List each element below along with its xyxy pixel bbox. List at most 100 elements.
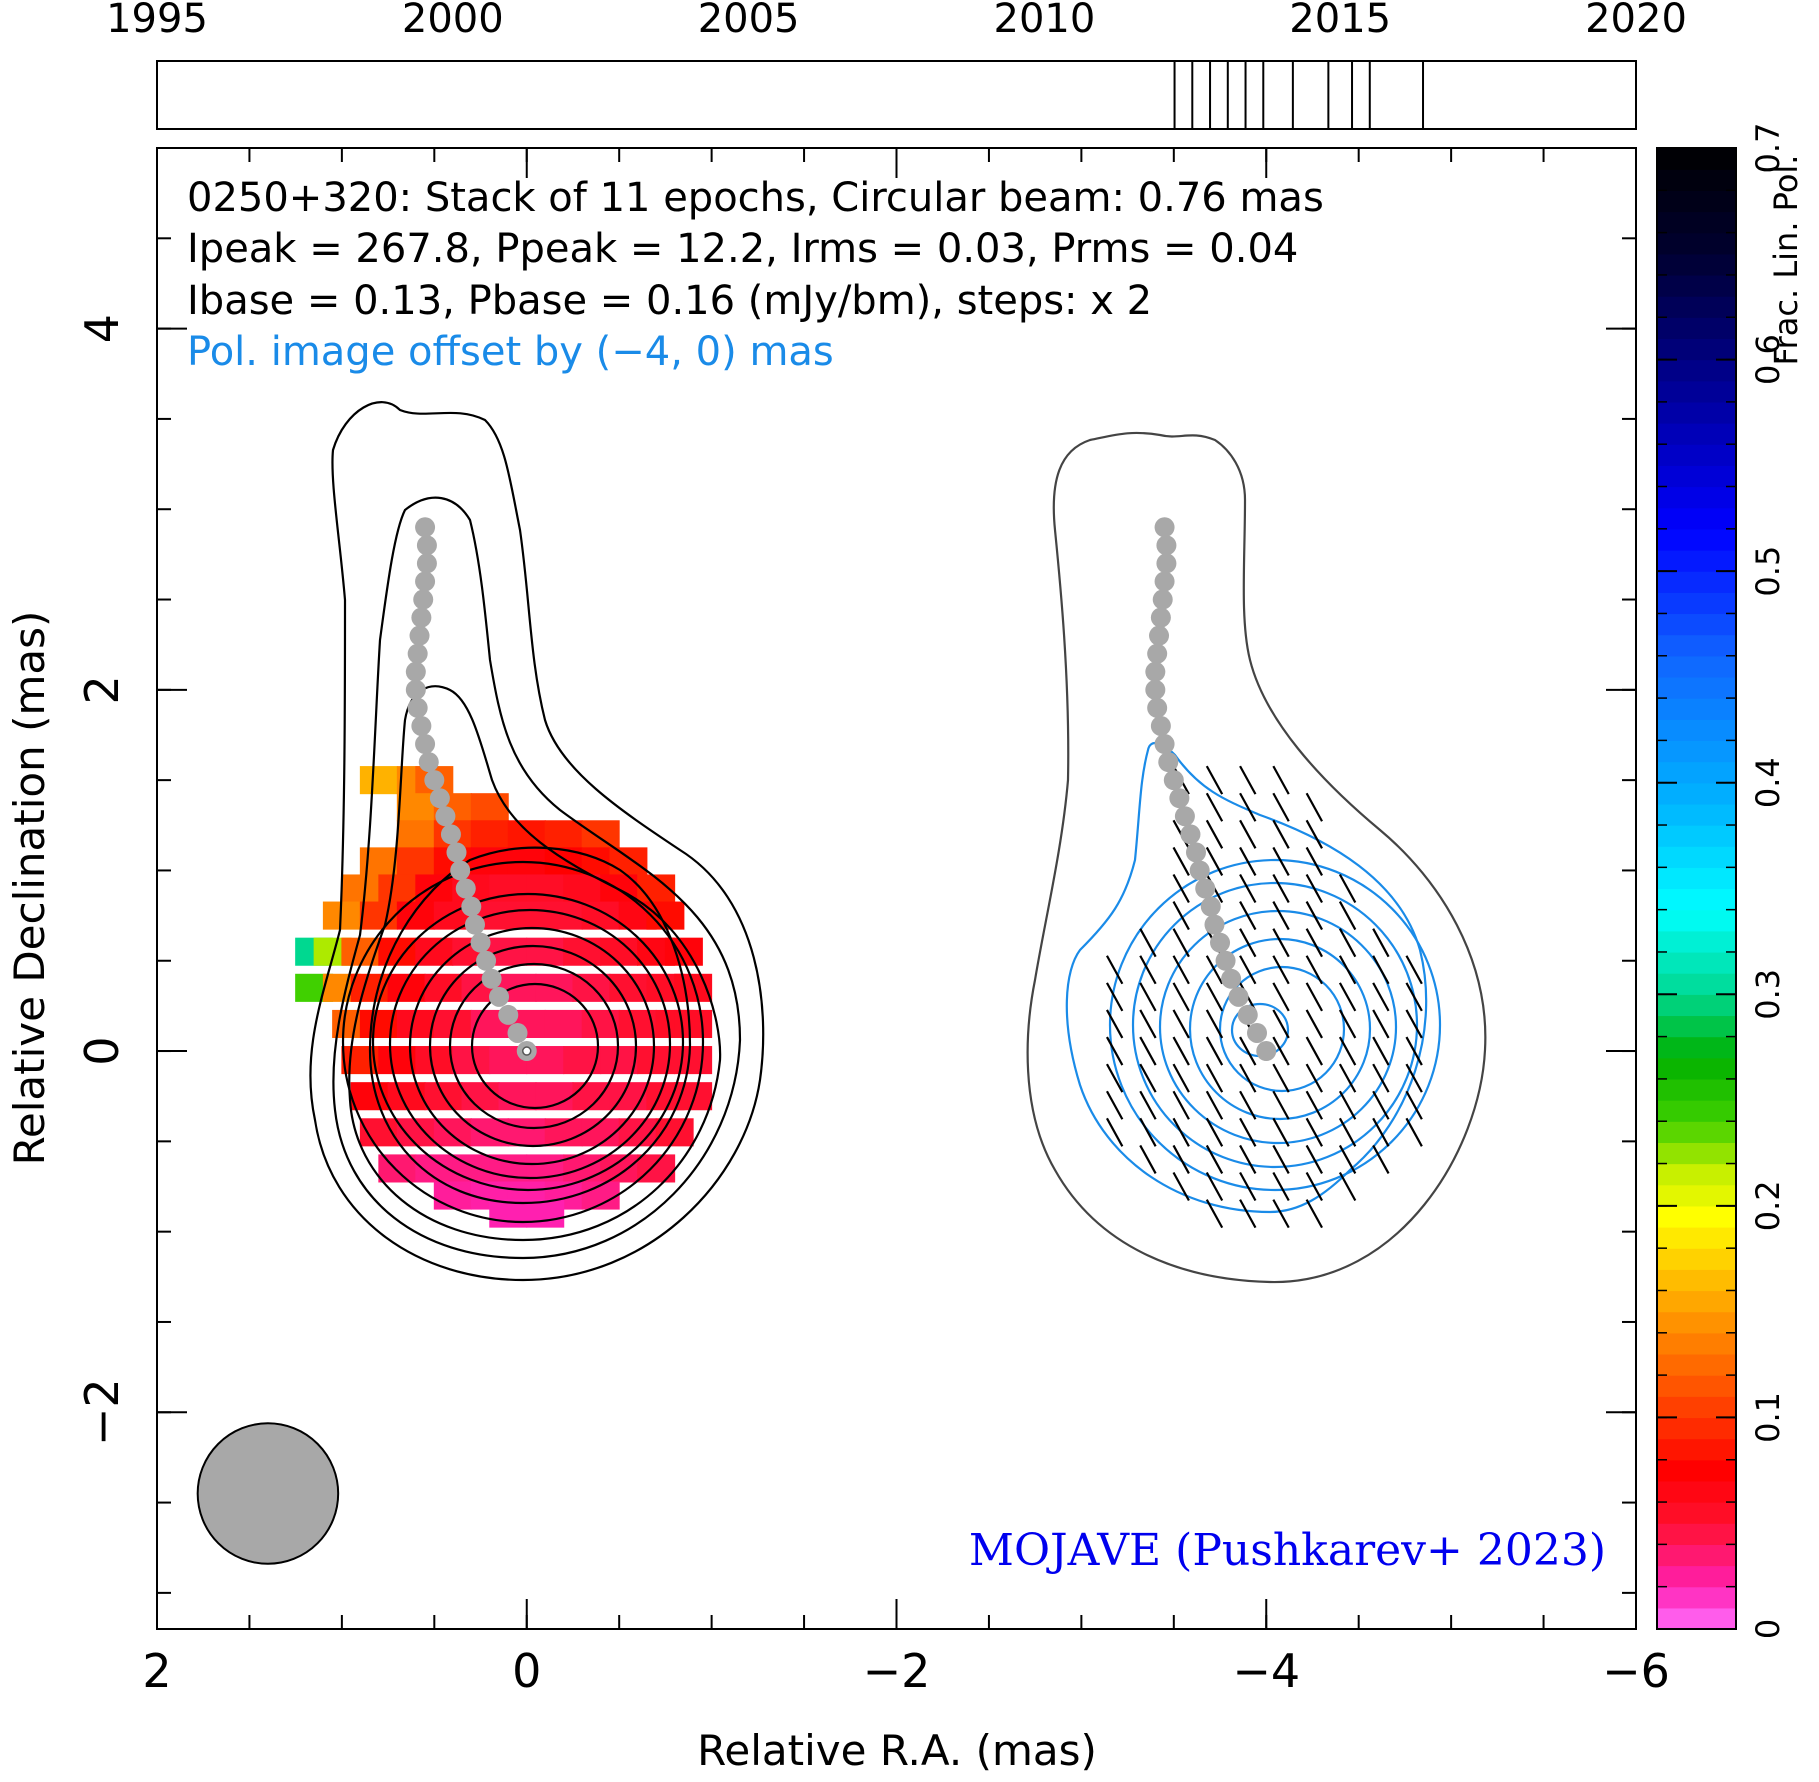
intensity-contour-8 bbox=[408, 926, 656, 1166]
ridge-point bbox=[418, 752, 439, 773]
evpa-tick bbox=[1272, 1090, 1290, 1120]
ridge-point bbox=[1185, 842, 1206, 863]
intensity-contour-2 bbox=[332, 496, 742, 1260]
axis-ticks bbox=[156, 147, 1637, 1629]
evpa-tick bbox=[1405, 982, 1423, 1012]
colorbar-band bbox=[1657, 676, 1736, 699]
colorbar-band bbox=[1657, 740, 1736, 763]
colorbar-band bbox=[1657, 888, 1736, 911]
ridge-line-left bbox=[405, 517, 537, 1062]
evpa-tick bbox=[1305, 846, 1323, 876]
fpol-pixel bbox=[600, 1154, 639, 1183]
ridge-point bbox=[1150, 715, 1171, 736]
map-panel: 0250+320: Stack of 11 epochs, Circular b… bbox=[156, 147, 1637, 1630]
colorbar-band bbox=[1657, 973, 1736, 995]
evpa-tick bbox=[1139, 1144, 1157, 1174]
timeline-tick-labels: 1995 2000 2005 2010 2015 2020 bbox=[106, 0, 1687, 42]
evpa-tick bbox=[1139, 955, 1157, 985]
fpol-pixel bbox=[378, 874, 417, 903]
colorbar-band bbox=[1657, 592, 1736, 615]
fpol-pixel bbox=[359, 901, 398, 930]
colorbar-label: Frac. Lin. Pol. bbox=[1767, 155, 1805, 366]
evpa-tick bbox=[1205, 1117, 1224, 1147]
evpa-tick bbox=[1372, 1036, 1390, 1066]
evpa-tick bbox=[1105, 982, 1124, 1012]
evpa-tick bbox=[1305, 1063, 1323, 1093]
evpa-tick bbox=[1372, 955, 1390, 985]
colorbar-band bbox=[1657, 169, 1736, 191]
evpa-tick bbox=[1338, 982, 1357, 1012]
evpa-tick bbox=[1272, 846, 1290, 876]
header-line-2: Ipeak = 267.8, Ppeak = 12.2, Irms = 0.03… bbox=[187, 226, 1298, 272]
colorbar-band bbox=[1657, 1417, 1736, 1440]
evpa-tick bbox=[1338, 1171, 1357, 1202]
colorbar-band bbox=[1657, 1544, 1736, 1567]
evpa-tick bbox=[1205, 955, 1224, 985]
ridge-point bbox=[416, 553, 437, 574]
evpa-tick bbox=[1305, 955, 1323, 985]
evpa-tick bbox=[1239, 846, 1257, 876]
ridge-point bbox=[1169, 788, 1190, 809]
evpa-tick bbox=[1405, 955, 1423, 985]
evpa-tick bbox=[1239, 1117, 1257, 1147]
evpa-tick bbox=[1139, 1117, 1157, 1147]
ridge-point bbox=[413, 589, 434, 610]
timeline-tick-label: 2015 bbox=[1289, 0, 1391, 42]
fpol-pixel bbox=[526, 874, 565, 903]
colorbar-band bbox=[1657, 148, 1736, 170]
evpa-tick bbox=[1372, 928, 1390, 958]
evpa-tick bbox=[1205, 765, 1224, 795]
colorbar-tick-label: 0.5 bbox=[1749, 546, 1787, 597]
evpa-tick bbox=[1239, 819, 1257, 849]
beam-ellipse bbox=[196, 1422, 340, 1565]
colorbar-band bbox=[1657, 867, 1736, 890]
fpol-pixel bbox=[507, 820, 546, 849]
intensity-contour-11 bbox=[470, 982, 600, 1110]
evpa-tick bbox=[1405, 1063, 1423, 1093]
evpa-tick bbox=[1305, 1144, 1323, 1174]
evpa-tick bbox=[1272, 1009, 1290, 1039]
intensity-contour-7 bbox=[388, 908, 672, 1180]
ridge-point bbox=[407, 697, 428, 718]
colorbar-band bbox=[1657, 1332, 1736, 1355]
fpol-pixel bbox=[544, 901, 583, 930]
colorbar-tick-label: 0.7 bbox=[1749, 123, 1787, 174]
intensity-contour-1 bbox=[309, 401, 765, 1282]
evpa-tick bbox=[1172, 982, 1190, 1012]
colorbar-band bbox=[1657, 951, 1736, 974]
ridge-point bbox=[1195, 878, 1216, 899]
evpa-tick bbox=[1372, 1090, 1390, 1120]
fpol-pixel bbox=[563, 1046, 602, 1075]
colorbar-band bbox=[1657, 1015, 1736, 1038]
timeline-tick-label: 2020 bbox=[1585, 0, 1687, 42]
ridge-point bbox=[1156, 535, 1177, 556]
evpa-tick bbox=[1405, 1009, 1423, 1039]
ridge-point bbox=[1154, 517, 1175, 538]
header-line-1: 0250+320: Stack of 11 epochs, Circular b… bbox=[187, 175, 1324, 221]
fpol-pixel bbox=[600, 1046, 639, 1075]
colorbar-band bbox=[1657, 1396, 1736, 1419]
colorbar-band bbox=[1657, 1205, 1736, 1228]
colorbar-band bbox=[1657, 825, 1736, 847]
colorbar-band bbox=[1657, 1036, 1736, 1059]
ridge-point bbox=[405, 679, 426, 700]
fpol-pixel bbox=[433, 1181, 472, 1210]
colorbar-band bbox=[1657, 761, 1736, 784]
evpa-tick bbox=[1172, 901, 1190, 931]
intensity-contour-5 bbox=[368, 846, 692, 1205]
colorbar-band bbox=[1657, 1227, 1736, 1249]
evpa-tick bbox=[1338, 955, 1357, 985]
ridge-point bbox=[461, 896, 482, 917]
colorbar-band bbox=[1657, 253, 1736, 276]
evpa-tick bbox=[1172, 1009, 1190, 1039]
colorbar-band bbox=[1657, 1480, 1736, 1503]
ridge-point bbox=[1221, 968, 1242, 989]
evpa-tick bbox=[1372, 1009, 1390, 1039]
ridge-point bbox=[424, 770, 445, 791]
evpa-tick bbox=[1172, 1117, 1190, 1147]
evpa-tick bbox=[1105, 955, 1124, 985]
evpa-tick bbox=[1205, 1009, 1224, 1039]
colorbar-band bbox=[1657, 190, 1736, 213]
evpa-tick bbox=[1239, 955, 1257, 985]
evpa-tick bbox=[1272, 765, 1290, 795]
